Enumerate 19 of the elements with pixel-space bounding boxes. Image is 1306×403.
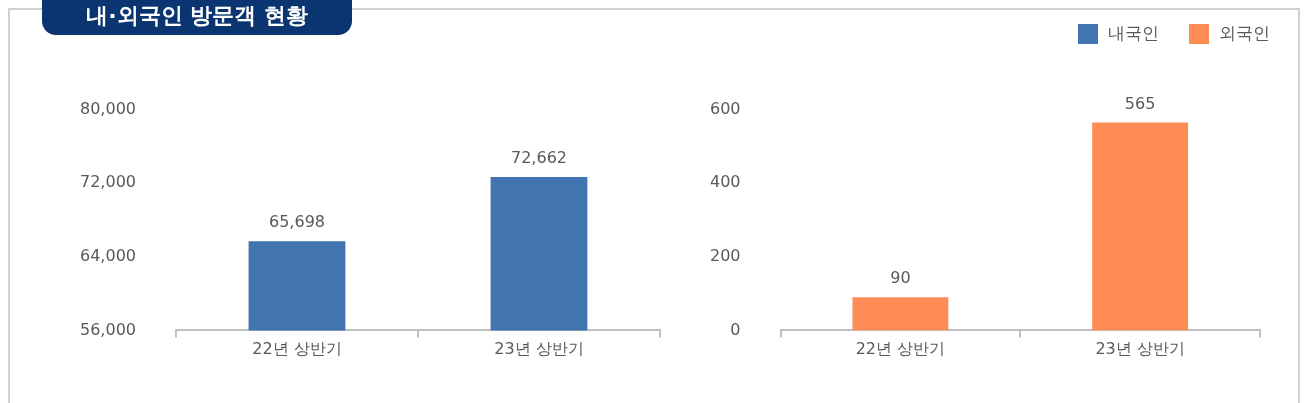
data-label: 90 [890, 268, 911, 288]
y-tick-label: 200 [709, 245, 741, 265]
y-tick-label: 0 [730, 319, 741, 339]
y-tick-label: 600 [709, 98, 741, 118]
x-tick-label: 22년 상반기 [855, 339, 946, 359]
legend-label: 외국인 [1219, 22, 1270, 45]
legend-label: 내국인 [1108, 22, 1159, 45]
x-tick-label: 23년 상반기 [494, 339, 584, 359]
x-tick-label: 22년 상반기 [252, 339, 342, 359]
y-tick-label: 56,000 [80, 319, 136, 339]
y-tick-label: 400 [709, 172, 741, 192]
y-tick-label: 72,000 [80, 172, 136, 192]
y-tick-label: 64,000 [80, 245, 136, 265]
chart-title: 내·외국인 방문객 현황 [42, 0, 352, 35]
x-tick-label: 23년 상반기 [1095, 339, 1185, 359]
text: 65,698 [269, 212, 325, 232]
text: 72,662 [511, 148, 567, 168]
data-label: 565 [1124, 93, 1156, 113]
y-tick-label: 80,000 [80, 98, 136, 118]
